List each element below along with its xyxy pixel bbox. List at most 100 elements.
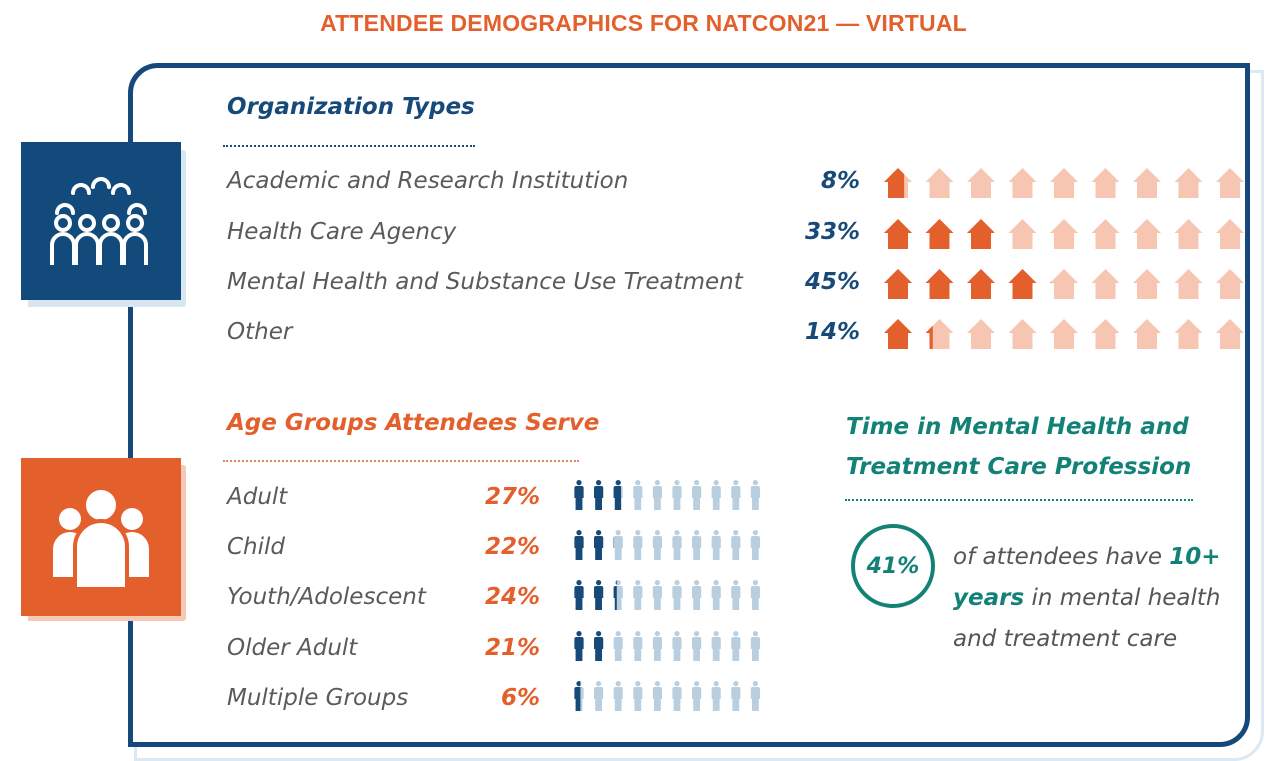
age-row-value: 21% — [484, 635, 540, 661]
age-row-value: 27% — [484, 484, 540, 510]
person-icon — [613, 580, 623, 610]
age-groups-divider — [223, 460, 579, 462]
person-icon — [692, 631, 702, 661]
house-icon-row-svg — [884, 219, 1244, 249]
person-icon — [633, 580, 643, 610]
house-icon — [1091, 269, 1120, 299]
person-icon — [750, 530, 760, 560]
house-icon — [1091, 319, 1120, 349]
person-icon-row-svg — [574, 580, 760, 610]
person-icon — [711, 631, 721, 661]
org-row-label: Other — [227, 319, 293, 345]
person-icon — [672, 681, 682, 711]
person-icon — [731, 580, 741, 610]
person-icon — [711, 530, 721, 560]
house-icon-row-svg — [884, 319, 1244, 349]
age-icon-box — [21, 458, 181, 616]
house-icon-row-svg — [884, 168, 1244, 198]
person-icon — [652, 480, 662, 510]
time-heading-line1: Time in Mental Health and — [846, 414, 1189, 440]
house-icon — [1133, 269, 1161, 299]
time-heading: Time in Mental Health and Treatment Care… — [846, 407, 1191, 487]
house-icon — [884, 319, 912, 349]
person-icon-row-svg — [574, 631, 760, 661]
person-icon — [672, 480, 682, 510]
family-group-icon — [53, 486, 149, 591]
time-divider — [845, 499, 1193, 501]
person-icon — [731, 530, 741, 560]
person-icon — [633, 480, 643, 510]
house-icon — [1091, 219, 1120, 249]
person-icon-row-svg — [574, 530, 760, 560]
age-row-value: 24% — [484, 584, 540, 610]
house-icon — [925, 319, 954, 349]
person-icon — [633, 530, 643, 560]
group-of-people-icon — [50, 177, 148, 265]
age-row-value: 6% — [500, 685, 540, 711]
house-icon — [1008, 269, 1037, 299]
org-row-value: 45% — [804, 269, 860, 295]
house-icon — [1050, 168, 1078, 198]
house-icon — [1008, 168, 1037, 198]
house-icon — [925, 269, 954, 299]
person-icon-row-svg — [574, 681, 760, 711]
person-icon — [750, 681, 760, 711]
person-icon — [613, 681, 623, 711]
house-icon — [1174, 269, 1203, 299]
age-pictograph-row — [572, 578, 762, 618]
org-row-label: Academic and Research Institution — [227, 168, 629, 194]
age-groups-heading: Age Groups Attendees Serve — [227, 410, 600, 436]
person-icon — [692, 681, 702, 711]
person-icon — [652, 631, 662, 661]
house-icon — [884, 219, 912, 249]
person-icon — [692, 530, 702, 560]
person-icon — [613, 480, 623, 510]
org-types-heading: Organization Types — [227, 94, 475, 120]
stat-highlight: 10+ years — [953, 544, 1221, 611]
house-icon — [1050, 319, 1078, 349]
person-icon — [574, 681, 584, 711]
person-icon — [594, 530, 604, 560]
age-row-label: Youth/Adolescent — [227, 584, 426, 610]
org-pictograph-row — [884, 265, 1244, 305]
house-icon — [1091, 168, 1120, 198]
house-icon — [925, 168, 954, 198]
person-icon — [652, 681, 662, 711]
person-icon — [633, 631, 643, 661]
house-icon — [1133, 219, 1161, 249]
person-icon — [613, 631, 623, 661]
person-icon — [594, 480, 604, 510]
person-icon — [750, 580, 760, 610]
org-row-value: 33% — [804, 219, 860, 245]
person-icon — [574, 580, 584, 610]
person-icon — [711, 480, 721, 510]
house-icon — [1050, 219, 1078, 249]
house-icon — [1216, 168, 1244, 198]
person-icon — [692, 580, 702, 610]
house-icon — [1216, 269, 1244, 299]
stat-text-before: of attendees have — [953, 544, 1170, 570]
stat-description: of attendees have 10+ years in mental he… — [953, 537, 1223, 660]
org-row-value: 8% — [820, 168, 860, 194]
time-heading-line2: Treatment Care Profession — [846, 454, 1192, 480]
person-icon — [574, 480, 584, 510]
org-icon-box — [21, 142, 181, 300]
house-icon — [1050, 269, 1078, 299]
stat-text-after: in mental health and treatment care — [953, 585, 1221, 652]
page-title: ATTENDEE DEMOGRAPHICS FOR NATCON21 — VIR… — [320, 10, 967, 36]
person-icon — [692, 480, 702, 510]
person-icon — [574, 530, 584, 560]
person-icon — [652, 530, 662, 560]
person-icon — [652, 580, 662, 610]
person-icon — [594, 580, 604, 610]
org-pictograph-row — [884, 215, 1244, 255]
house-icon — [1008, 219, 1037, 249]
age-pictograph-row — [572, 478, 762, 518]
age-pictograph-row — [572, 629, 762, 669]
house-icon — [884, 269, 912, 299]
person-icon — [711, 580, 721, 610]
house-icon — [1174, 319, 1203, 349]
org-pictograph-row — [884, 164, 1244, 204]
stat-circle: 41% — [851, 524, 935, 608]
person-icon — [594, 681, 604, 711]
